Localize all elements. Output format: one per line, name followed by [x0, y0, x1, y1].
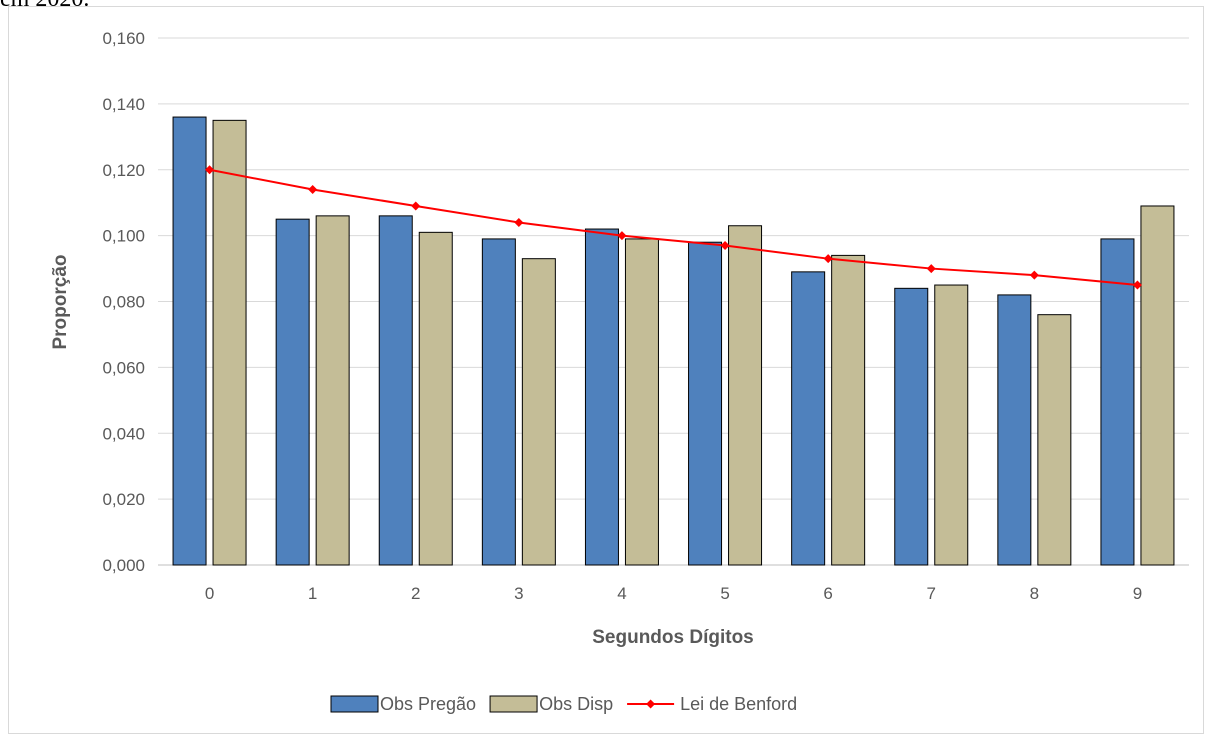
bar-obs-pregao — [172, 116, 207, 566]
series-line-lei-de-benford — [209, 168, 1138, 287]
bar-obs-disp — [212, 119, 247, 566]
benford-point — [308, 185, 318, 195]
x-tick-label: 6 — [823, 584, 832, 603]
bar-obs-disp — [934, 284, 969, 566]
bar-obs-pregao — [378, 215, 413, 566]
y-tick-label: 0,100 — [102, 227, 145, 246]
legend-label: Obs Pregão — [380, 694, 476, 714]
legend-label: Obs Disp — [539, 694, 613, 714]
bar-obs-pregao — [584, 228, 619, 566]
bar-obs-pregao — [688, 241, 723, 566]
x-tick-label: 8 — [1030, 584, 1039, 603]
benford-point — [1029, 270, 1039, 280]
bar-obs-pregao — [1100, 238, 1135, 566]
bar-obs-disp — [831, 254, 866, 566]
bar-obs-disp — [624, 238, 659, 566]
benford-point — [617, 231, 627, 241]
bar-obs-disp — [418, 231, 453, 566]
benford-point — [720, 241, 730, 251]
legend-label: Lei de Benford — [680, 694, 797, 714]
legend-item: Obs Disp — [489, 694, 613, 714]
legend-swatch — [489, 695, 538, 713]
legend: Obs Pregão Obs Disp Lei de Benford — [330, 694, 797, 714]
bar-obs-disp — [1037, 314, 1072, 566]
benford-point — [411, 201, 421, 211]
x-tick-label: 3 — [514, 584, 523, 603]
bar-obs-pregao — [997, 294, 1032, 566]
x-tick-label: 9 — [1133, 584, 1142, 603]
benford-line — [205, 165, 1142, 290]
benford-point — [926, 264, 936, 274]
x-tick-labels: 0 1 2 3 4 5 6 7 8 9 — [205, 584, 1142, 603]
bar-obs-disp — [521, 258, 556, 566]
x-tick-label: 0 — [205, 584, 214, 603]
bar-obs-disp — [315, 215, 350, 566]
gridlines — [158, 37, 1189, 566]
y-axis-title: Proporção — [50, 254, 71, 349]
y-tick-label: 0,060 — [102, 358, 145, 377]
x-axis-title: Segundos Dígitos — [592, 627, 754, 648]
y-tick-label: 0,080 — [102, 293, 145, 312]
x-tick-label: 2 — [411, 584, 420, 603]
y-tick-label: 0,020 — [102, 490, 145, 509]
legend-marker — [646, 699, 656, 709]
legend-item: Lei de Benford — [627, 694, 797, 714]
y-tick-label: 0,000 — [102, 556, 145, 575]
benford-point — [205, 165, 215, 175]
bar-obs-pregao — [481, 238, 516, 566]
bar-obs-disp — [728, 225, 763, 566]
x-tick-label: 5 — [720, 584, 729, 603]
y-tick-labels: 0,000 0,020 0,040 0,060 0,080 0,100 0,120 0,140… — [102, 29, 145, 575]
y-tick-label: 0,120 — [102, 161, 145, 180]
y-tick-label: 0,160 — [102, 29, 145, 48]
bar-obs-pregao — [791, 271, 826, 566]
x-tick-label: 7 — [927, 584, 936, 603]
bar-obs-pregao — [894, 287, 929, 566]
x-tick-label: 1 — [308, 584, 317, 603]
legend-item: Obs Pregão — [330, 694, 476, 714]
legend-swatch — [330, 695, 379, 713]
benford-point — [514, 217, 524, 227]
benford-point — [823, 254, 833, 264]
bars — [172, 116, 1175, 566]
bar-obs-pregao — [275, 218, 310, 566]
x-tick-label: 4 — [617, 584, 626, 603]
y-tick-label: 0,140 — [102, 95, 145, 114]
benford-point — [1132, 280, 1142, 290]
y-tick-label: 0,040 — [102, 424, 145, 443]
bar-obs-disp — [1140, 205, 1175, 566]
